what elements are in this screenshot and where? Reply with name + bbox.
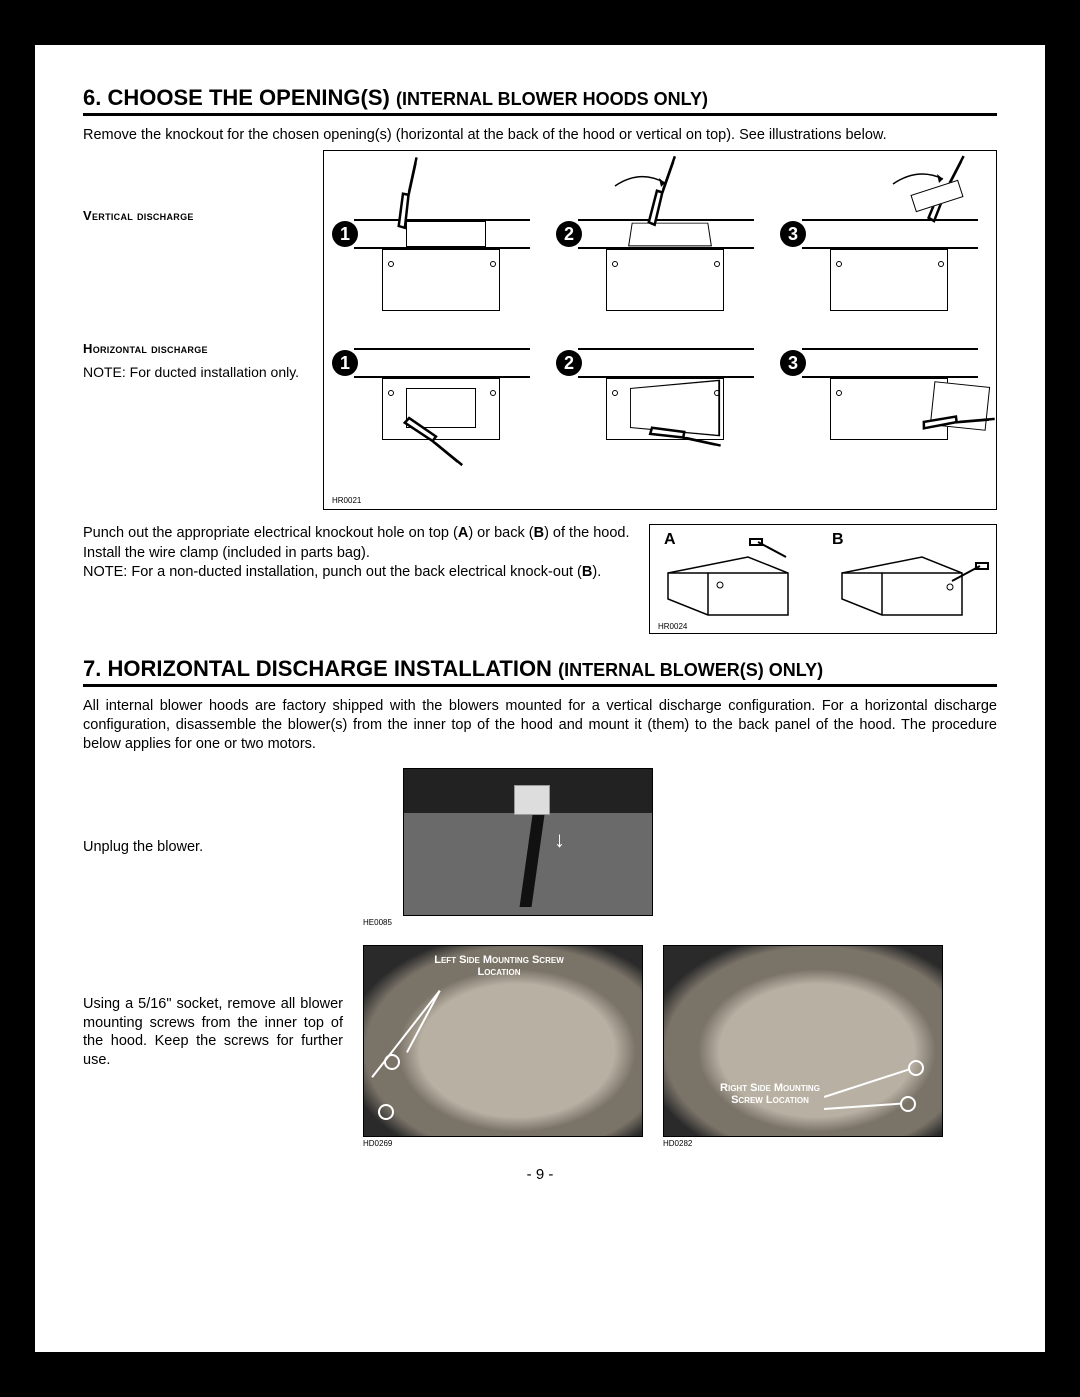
sec6-knockout-row: Punch out the appropriate electrical kno… <box>83 524 997 634</box>
connector-icon <box>514 785 550 815</box>
motion-arrow-icon <box>610 171 670 191</box>
panel-h3: 3 <box>784 336 984 486</box>
knockout-diagram: 1 2 3 <box>323 150 997 510</box>
section-7: 7. HORIZONTAL DISCHARGE INSTALLATION (IN… <box>83 656 997 1148</box>
hammer-icon <box>950 561 990 587</box>
right-mount-label: Right Side Mounting Screw Location <box>710 1082 830 1106</box>
sec6-side-labels: Vertical discharge Horizontal discharge … <box>83 150 313 510</box>
left-mount-label: Left Side Mounting Screw Location <box>434 954 564 978</box>
step1-text: Unplug the blower. <box>83 838 343 857</box>
ab-ref: HR0024 <box>658 622 687 631</box>
panel-v3: 3 <box>784 169 984 319</box>
sec7-title-sub: (INTERNAL BLOWER(S) ONLY) <box>558 660 823 680</box>
step2-text: Using a 5/16" socket, remove all blower … <box>83 995 343 1070</box>
horizontal-note: NOTE: For ducted installation only. <box>83 364 313 380</box>
panel-v2: 2 <box>560 169 760 319</box>
photo2-right-ref: HD0282 <box>663 1139 943 1148</box>
cable-icon <box>520 815 545 907</box>
down-arrow-icon: ↓ <box>554 827 565 853</box>
sec7-number: 7. <box>83 656 101 681</box>
sec6-number: 6. <box>83 85 101 110</box>
panel-h1: 1 <box>336 336 536 486</box>
horizontal-row: 1 2 <box>324 336 996 486</box>
photo-unplug: ↓ <box>403 768 653 916</box>
sec7-intro: All internal blower hoods are factory sh… <box>83 697 997 754</box>
sec6-title-sub: (INTERNAL BLOWER HOODS ONLY) <box>396 89 708 109</box>
horizontal-discharge-label: Horizontal discharge <box>83 341 313 356</box>
section-7-heading: 7. HORIZONTAL DISCHARGE INSTALLATION (IN… <box>83 656 997 687</box>
vertical-discharge-label: Vertical discharge <box>83 208 313 223</box>
ab-diagram: A B HR0024 <box>649 524 997 634</box>
knockout-text: Punch out the appropriate electrical kno… <box>83 524 635 583</box>
photo1-ref: HE0085 <box>363 918 653 927</box>
sec7-title-main: HORIZONTAL DISCHARGE INSTALLATION <box>107 656 551 681</box>
sec6-title-main: CHOOSE THE OPENING(S) <box>107 85 389 110</box>
step-2-row: Using a 5/16" socket, remove all blower … <box>83 945 997 1148</box>
sec6-diagram-area: Vertical discharge Horizontal discharge … <box>83 150 997 510</box>
photo2-left-ref: HD0269 <box>363 1139 643 1148</box>
panel-h2: 2 <box>560 336 760 486</box>
pliers-icon <box>398 405 467 483</box>
step-1-row: Unplug the blower. ↓ HE0085 <box>83 768 997 927</box>
section-6-heading: 6. CHOOSE THE OPENING(S) (INTERNAL BLOWE… <box>83 85 997 116</box>
page-number: - 9 - <box>83 1166 997 1183</box>
motion-arrow-icon <box>888 169 948 189</box>
diagram-ref: HR0021 <box>332 496 361 505</box>
sec6-intro: Remove the knockout for the chosen openi… <box>83 126 997 144</box>
photo-left-mount: Left Side Mounting Screw Location <box>363 945 643 1137</box>
vertical-row: 1 2 3 <box>324 169 996 319</box>
manual-page: 6. CHOOSE THE OPENING(S) (INTERNAL BLOWE… <box>35 45 1045 1352</box>
step2-photos: Left Side Mounting Screw Location HD0269… <box>363 945 943 1148</box>
panel-v1: 1 <box>336 169 536 319</box>
hammer-icon <box>748 535 788 561</box>
photo-right-mount: Right Side Mounting Screw Location <box>663 945 943 1137</box>
